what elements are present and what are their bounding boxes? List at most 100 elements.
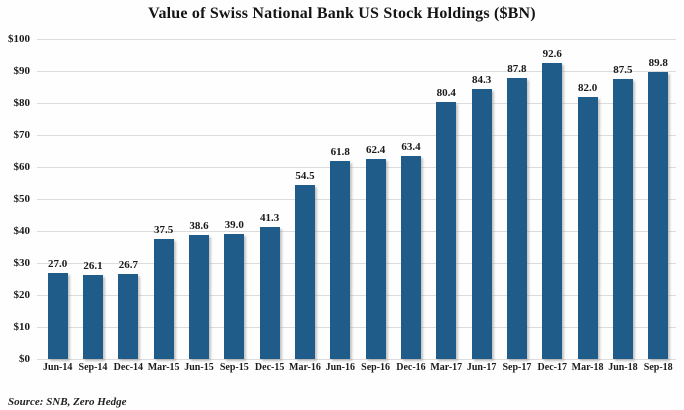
bar <box>542 62 563 359</box>
x-tick-label: Dec-14 <box>113 362 144 373</box>
bar-value-label: 26.7 <box>118 258 138 271</box>
x-tick-label: Mar-16 <box>289 362 321 373</box>
x-tick-label: Sep-18 <box>643 362 673 373</box>
bar-value-label: 84.3 <box>471 74 492 87</box>
x-tick-label: Sep-16 <box>361 362 391 373</box>
bar <box>259 226 280 359</box>
gridline <box>37 359 676 360</box>
x-tick-label: Jun-17 <box>466 362 497 373</box>
gridline <box>37 167 676 168</box>
bar-slot: 84.3 <box>464 39 499 359</box>
bar-slot: 27.0 <box>40 39 75 359</box>
bar-slot: 87.5 <box>605 39 640 359</box>
plot-area: 27.0 26.1 26.7 37.5 38.6 39.0 41.3 54.5 61.8 62.4… <box>8 33 676 365</box>
bar-slot: 26.1 <box>75 39 110 359</box>
bar-value-label: 38.6 <box>189 220 209 233</box>
gridline <box>37 103 676 104</box>
bar-slot: 80.4 <box>429 39 464 359</box>
bar <box>82 275 103 359</box>
y-tick-label: $50 <box>13 193 31 205</box>
y-tick-label: $60 <box>13 161 31 173</box>
bar-slot: 37.5 <box>146 39 181 359</box>
x-tick-label: Mar-17 <box>430 362 463 373</box>
bar <box>648 71 669 359</box>
y-tick-label: $40 <box>13 225 31 237</box>
bar-slot: 62.4 <box>358 39 393 359</box>
bar-slot: 82.0 <box>570 39 605 359</box>
bar-slot: 39.0 <box>217 39 252 359</box>
bar <box>118 273 139 359</box>
bar <box>612 79 633 359</box>
x-tick-label: Jun-14 <box>42 362 73 373</box>
bar-value-label: 87.5 <box>613 64 633 76</box>
y-tick-label: $0 <box>19 353 30 365</box>
bar-value-label: 39.0 <box>224 219 244 232</box>
bar-slot: 63.4 <box>393 39 428 359</box>
bar <box>365 159 386 359</box>
bar <box>47 272 68 359</box>
gridline <box>37 135 676 136</box>
y-tick-label: $20 <box>13 289 31 301</box>
bar-slot: 92.6 <box>535 39 570 359</box>
gridline <box>37 39 676 40</box>
x-tick-label: Jun-18 <box>608 362 638 373</box>
y-tick-label: $70 <box>13 129 31 141</box>
y-tick-label: $90 <box>13 65 31 77</box>
x-tick-label: Sep-17 <box>502 362 532 373</box>
bar-value-label: 89.8 <box>648 56 668 69</box>
bar-value-label: 61.8 <box>330 146 350 159</box>
x-tick-label: Dec-15 <box>254 362 285 373</box>
bars-container: 27.0 26.1 26.7 37.5 38.6 39.0 41.3 54.5 61.8 62.4… <box>40 39 676 359</box>
bar-slot: 54.5 <box>287 39 322 359</box>
gridline <box>37 295 676 296</box>
bar-slot: 38.6 <box>181 39 216 359</box>
bar-value-label: 63.4 <box>401 141 421 154</box>
x-tick-label: Dec-16 <box>396 362 426 373</box>
bar-slot: 41.3 <box>252 39 287 359</box>
bar <box>471 89 492 359</box>
bar <box>294 184 315 359</box>
gridline <box>37 231 676 232</box>
chart-title: Value of Swiss National Bank US Stock Ho… <box>148 5 536 22</box>
y-tick-label: $30 <box>13 257 31 269</box>
bar-value-label: 92.6 <box>542 47 562 60</box>
x-tick-label: Mar-15 <box>147 362 180 373</box>
bar-slot: 87.8 <box>499 39 534 359</box>
x-tick-label: Mar-18 <box>571 362 604 373</box>
bar <box>577 96 598 359</box>
x-tick-label: Jun-15 <box>184 362 214 373</box>
x-axis-labels: Jun-14 Sep-14 Dec-14 Mar-15 Jun-15 Sep-15 Dec-… <box>40 362 676 373</box>
bar-value-label: 54.5 <box>295 169 315 182</box>
x-tick-label: Jun-16 <box>325 362 356 373</box>
y-tick-label: $100 <box>8 33 30 45</box>
y-tick-label: $10 <box>13 321 31 333</box>
x-tick-label: Sep-15 <box>219 362 249 373</box>
gridline <box>37 71 676 72</box>
bar-slot: 89.8 <box>641 39 676 359</box>
gridline <box>37 263 676 264</box>
bar-slot: 26.7 <box>111 39 146 359</box>
bar <box>224 234 245 359</box>
bar-value-label: 87.8 <box>507 63 527 76</box>
bar <box>188 235 209 359</box>
gridline <box>37 199 676 200</box>
bar <box>400 156 421 359</box>
gridline <box>37 327 676 328</box>
bar-value-label: 37.5 <box>154 224 174 236</box>
bar-value-label: 80.4 <box>436 86 456 99</box>
bar <box>436 101 457 359</box>
bar-value-label: 41.3 <box>260 211 280 224</box>
source-note: Source: SNB, Zero Hedge <box>8 396 127 408</box>
bar-value-label: 82.0 <box>577 81 598 94</box>
bar-slot: 61.8 <box>323 39 358 359</box>
x-tick-label: Sep-14 <box>78 362 108 373</box>
bar <box>506 78 527 359</box>
bar-value-label: 62.4 <box>365 144 386 157</box>
bar-value-label: 26.1 <box>83 260 103 273</box>
y-tick-label: $80 <box>13 97 31 109</box>
bar <box>153 239 174 359</box>
x-tick-label: Dec-17 <box>537 362 567 373</box>
bar-value-label: 27.0 <box>48 257 68 270</box>
bar <box>330 161 351 359</box>
